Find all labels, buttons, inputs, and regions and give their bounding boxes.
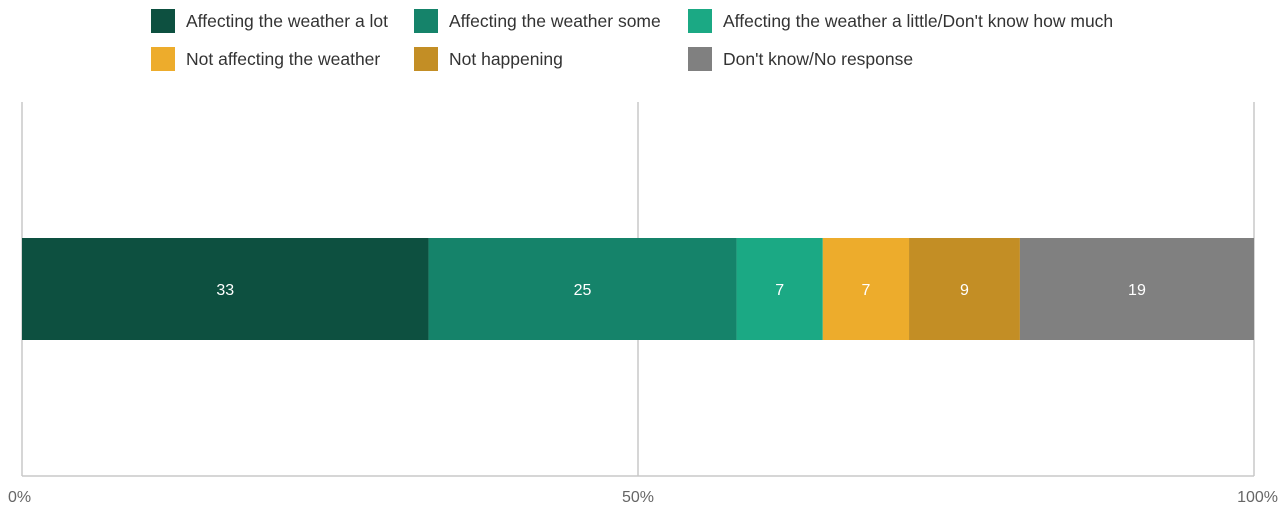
legend-item-not-affecting-the-weather: Not affecting the weather <box>151 47 380 71</box>
data-label-don-t-know-no-response: 19 <box>1128 282 1146 299</box>
legend-label: Affecting the weather a lot <box>186 11 388 31</box>
legend-item-don-t-know-no-response: Don't know/No response <box>688 47 913 71</box>
data-label-not-happening: 9 <box>960 282 969 299</box>
legend-item-not-happening: Not happening <box>414 47 563 71</box>
data-label-affecting-the-weather-a-little-don-t-know-how-much: 7 <box>775 282 784 299</box>
bar-segment-don-t-know-no-response <box>1019 238 1254 340</box>
bar-segment-not-affecting-the-weather <box>822 238 910 340</box>
legend-swatch <box>688 9 712 33</box>
legend-swatch <box>151 9 175 33</box>
bar-segment-affecting-the-weather-a-lot <box>22 238 429 340</box>
data-label-not-affecting-the-weather: 7 <box>861 282 870 299</box>
legend-item-affecting-the-weather-a-lot: Affecting the weather a lot <box>151 9 388 33</box>
x-axis-ticks: 0% 50% 100% <box>8 489 1278 506</box>
legend-label: Affecting the weather some <box>449 11 661 31</box>
legend-item-affecting-the-weather-a-little-don-t-know-how-much: Affecting the weather a little/Don't kno… <box>688 9 1113 33</box>
legend-label: Not happening <box>449 49 563 69</box>
x-tick-label-0: 0% <box>8 489 31 506</box>
x-tick-label-50: 50% <box>622 489 654 506</box>
legend-swatch <box>688 47 712 71</box>
legend-label: Don't know/No response <box>723 49 913 69</box>
x-tick-label-100: 100% <box>1237 489 1278 506</box>
legend-label: Affecting the weather a little/Don't kno… <box>723 11 1113 31</box>
bar-segments <box>22 238 1254 340</box>
legend: Affecting the weather a lot Affecting the… <box>151 9 1113 71</box>
legend-swatch <box>414 47 438 71</box>
data-label-affecting-the-weather-a-lot: 33 <box>216 282 234 299</box>
data-label-affecting-the-weather-some: 25 <box>574 282 592 299</box>
legend-label: Not affecting the weather <box>186 49 380 69</box>
legend-item-affecting-the-weather-some: Affecting the weather some <box>414 9 661 33</box>
legend-swatch <box>151 47 175 71</box>
data-labels: 33 25 7 7 9 19 <box>216 282 1146 299</box>
bar-segment-not-happening <box>909 238 1020 340</box>
bar-segment-affecting-the-weather-some <box>428 238 737 340</box>
bar-segment-affecting-the-weather-a-little-don-t-know-how-much <box>736 238 823 340</box>
legend-swatch <box>414 9 438 33</box>
